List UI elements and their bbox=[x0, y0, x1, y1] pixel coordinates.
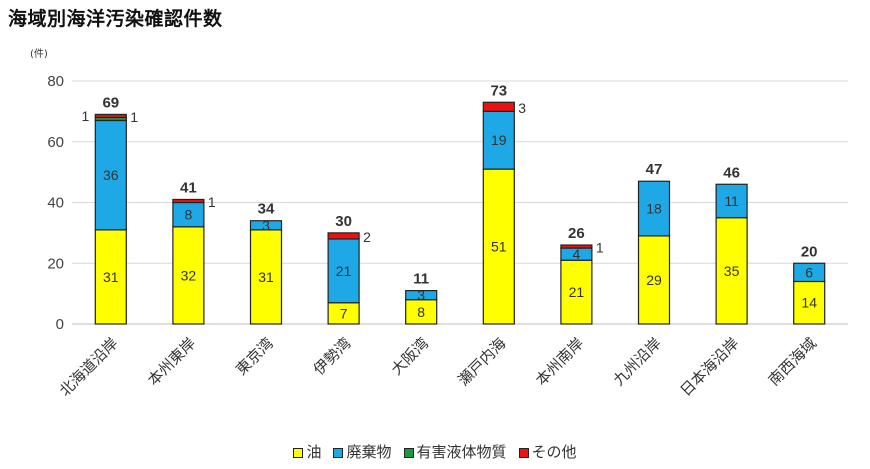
total-label: 26 bbox=[568, 225, 585, 242]
total-label: 30 bbox=[335, 213, 352, 230]
bar-segment bbox=[327, 232, 360, 240]
legend-item: その他 bbox=[518, 441, 577, 462]
category-label: 本州南岸 bbox=[532, 334, 587, 389]
y-tick-label: 80 bbox=[47, 73, 64, 90]
y-tick-label: 60 bbox=[47, 134, 64, 151]
category-label: 本州東岸 bbox=[144, 334, 199, 389]
bar-segment bbox=[560, 244, 593, 249]
legend-label: その他 bbox=[531, 443, 577, 461]
y-tick-label: 40 bbox=[47, 195, 64, 212]
legend-label: 油 bbox=[306, 443, 322, 461]
bar-segment bbox=[94, 119, 127, 231]
category-label: 日本海沿岸 bbox=[677, 334, 743, 400]
legend-item: 有害液体物質 bbox=[403, 441, 507, 462]
category-label: 東京湾 bbox=[232, 334, 277, 379]
category-label: 瀬戸内海 bbox=[454, 334, 509, 389]
data-label: 35 bbox=[724, 263, 740, 279]
legend: 油 廃棄物 有害液体物質 その他 bbox=[0, 441, 870, 462]
total-label: 34 bbox=[258, 201, 275, 218]
data-label: 3 bbox=[262, 217, 270, 233]
legend-swatch bbox=[518, 448, 529, 458]
bar-segment bbox=[94, 229, 127, 325]
data-label: 51 bbox=[491, 239, 507, 255]
y-tick-label: 0 bbox=[56, 316, 64, 333]
bar-segment bbox=[94, 113, 127, 119]
data-label: 31 bbox=[103, 269, 119, 285]
total-label: 46 bbox=[723, 164, 740, 181]
data-label: 6 bbox=[805, 264, 813, 280]
bar-segment bbox=[715, 183, 748, 219]
data-label: 32 bbox=[181, 267, 197, 283]
chart-title: 海域別海洋汚染確認件数 bbox=[8, 8, 223, 30]
total-label: 73 bbox=[490, 82, 507, 99]
data-label: 31 bbox=[258, 269, 274, 285]
data-label: 36 bbox=[103, 167, 119, 183]
bar-segment bbox=[405, 289, 438, 301]
bar-segment bbox=[637, 235, 671, 325]
bar-segment bbox=[482, 168, 515, 325]
data-label: 1 bbox=[596, 240, 604, 256]
category-label: 南西海域 bbox=[765, 334, 820, 389]
category-label: 伊勢湾 bbox=[310, 334, 355, 379]
bar-segment bbox=[637, 180, 671, 237]
legend-item: 油 bbox=[293, 441, 321, 462]
bar-segment bbox=[249, 220, 283, 231]
data-label: 18 bbox=[646, 201, 662, 217]
bar-segment bbox=[172, 201, 205, 228]
data-label: 21 bbox=[569, 284, 585, 300]
data-label: 14 bbox=[801, 295, 817, 311]
category-label: 北海道沿岸 bbox=[56, 334, 122, 400]
category-label: 大阪湾 bbox=[387, 334, 432, 379]
data-label: 8 bbox=[185, 207, 193, 223]
legend-swatch bbox=[333, 448, 344, 458]
bar-segment bbox=[172, 226, 205, 325]
total-label: 47 bbox=[646, 161, 663, 178]
data-label: 19 bbox=[491, 132, 507, 148]
data-label: 11 bbox=[724, 193, 739, 209]
legend-swatch bbox=[403, 448, 414, 458]
data-label: 29 bbox=[646, 272, 662, 288]
total-label: 41 bbox=[180, 179, 197, 196]
bar-segment bbox=[793, 280, 826, 325]
total-label: 20 bbox=[801, 243, 818, 260]
bar-segment bbox=[405, 299, 438, 325]
data-label: 8 bbox=[417, 304, 425, 320]
data-label: 1 bbox=[130, 109, 138, 125]
legend-label: 有害液体物質 bbox=[416, 443, 507, 461]
y-axis-unit-label: (件) bbox=[30, 48, 48, 60]
bar-segment bbox=[793, 262, 826, 283]
data-label: 7 bbox=[340, 305, 348, 321]
bar-segment bbox=[327, 238, 360, 304]
category-label: 九州沿岸 bbox=[610, 334, 665, 389]
legend-item: 廃棄物 bbox=[333, 441, 392, 462]
bar-segment bbox=[249, 229, 283, 325]
bar-segment bbox=[715, 217, 748, 325]
data-label: 21 bbox=[336, 263, 352, 279]
total-label: 11 bbox=[413, 271, 429, 288]
bar-segment bbox=[172, 198, 205, 204]
bar-segment bbox=[482, 110, 515, 170]
bar-segment bbox=[482, 101, 515, 112]
legend-swatch bbox=[293, 448, 304, 458]
y-tick-label: 20 bbox=[47, 255, 64, 272]
data-label: 1 bbox=[82, 108, 90, 124]
data-label: 1 bbox=[208, 194, 216, 210]
data-label: 3 bbox=[518, 100, 526, 116]
legend-label: 廃棄物 bbox=[346, 443, 392, 461]
data-label: 2 bbox=[363, 229, 371, 245]
data-label: 4 bbox=[573, 246, 581, 262]
data-label: 3 bbox=[417, 287, 425, 303]
total-label: 69 bbox=[102, 94, 119, 111]
